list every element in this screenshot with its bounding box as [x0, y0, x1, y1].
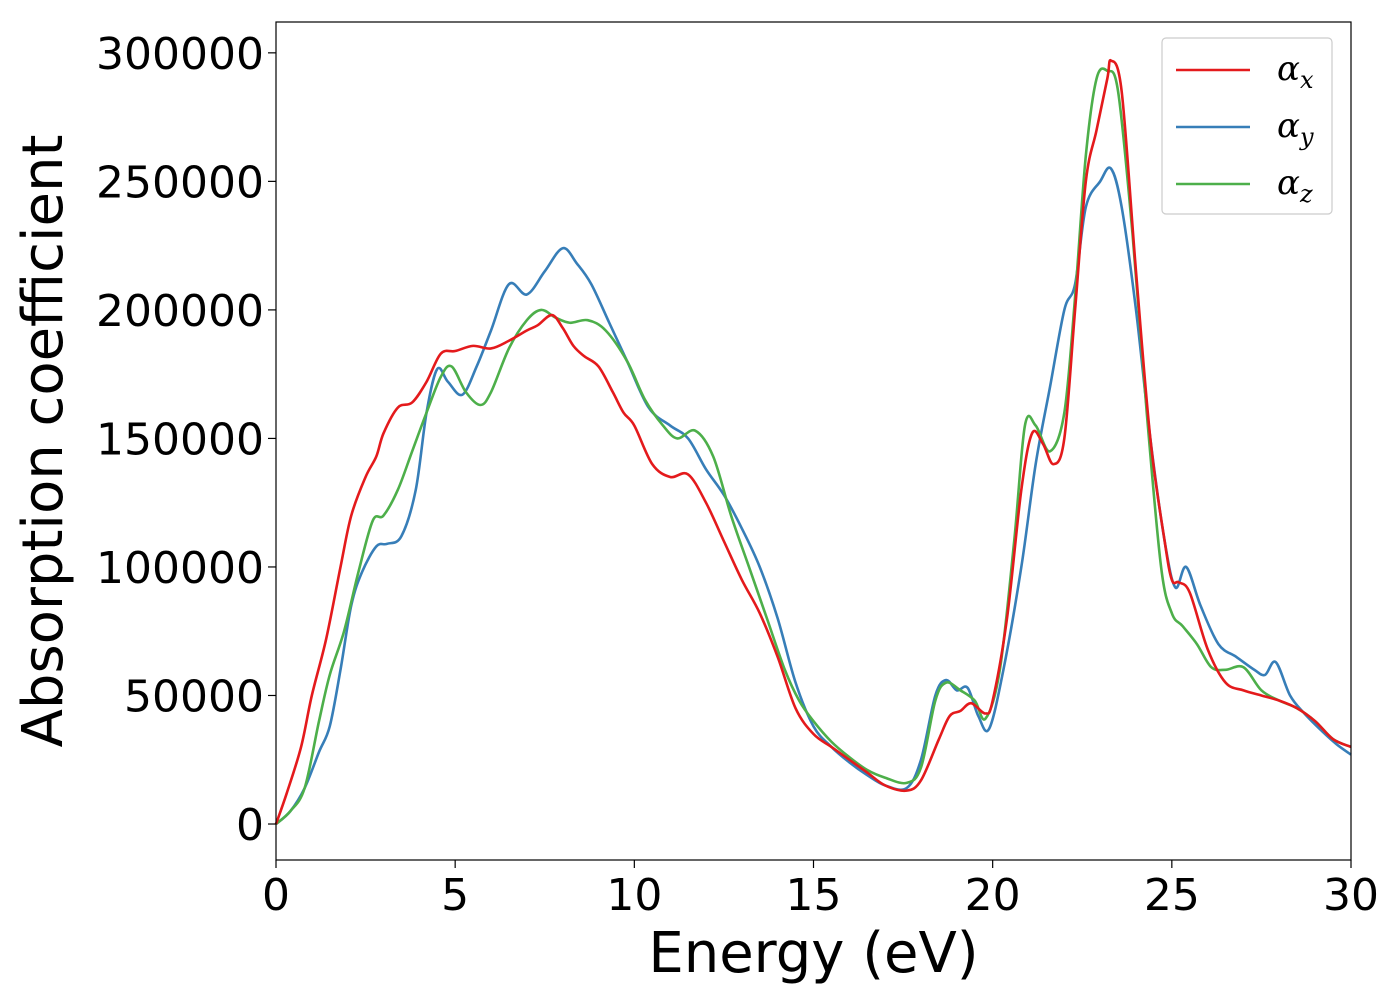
x-tick-label: 0 [262, 870, 290, 921]
y-tick-label: 0 [236, 800, 264, 851]
x-tick-label: 20 [965, 870, 1021, 921]
y-axis-ticks: 0 50000 100000 150000 200000 250000 300000 [96, 29, 276, 851]
legend: αx αy αz [1161, 37, 1333, 215]
legend-label-y: αy [1277, 106, 1314, 151]
legend-label-z: αz [1277, 163, 1313, 208]
y-tick-label: 250000 [96, 157, 264, 208]
x-axis-label: Energy (eV) [648, 921, 978, 986]
series-layer [274, 58, 1352, 826]
series-line-z [275, 67, 1352, 826]
y-tick-label: 50000 [124, 671, 264, 722]
series-line-x [274, 58, 1352, 825]
y-tick-label: 200000 [96, 286, 264, 337]
x-tick-label: 15 [786, 870, 842, 921]
y-axis-label: Absorption coefficient [11, 135, 76, 748]
x-tick-label: 10 [606, 870, 662, 921]
x-tick-label: 30 [1323, 870, 1379, 921]
y-tick-label: 300000 [96, 29, 264, 80]
y-tick-label: 150000 [96, 414, 264, 465]
x-tick-label: 25 [1144, 870, 1200, 921]
y-tick-label: 100000 [96, 543, 264, 594]
legend-label-x: αx [1277, 49, 1314, 94]
x-tick-label: 5 [441, 870, 469, 921]
x-axis-ticks: 0 5 10 15 20 25 30 [262, 860, 1379, 921]
